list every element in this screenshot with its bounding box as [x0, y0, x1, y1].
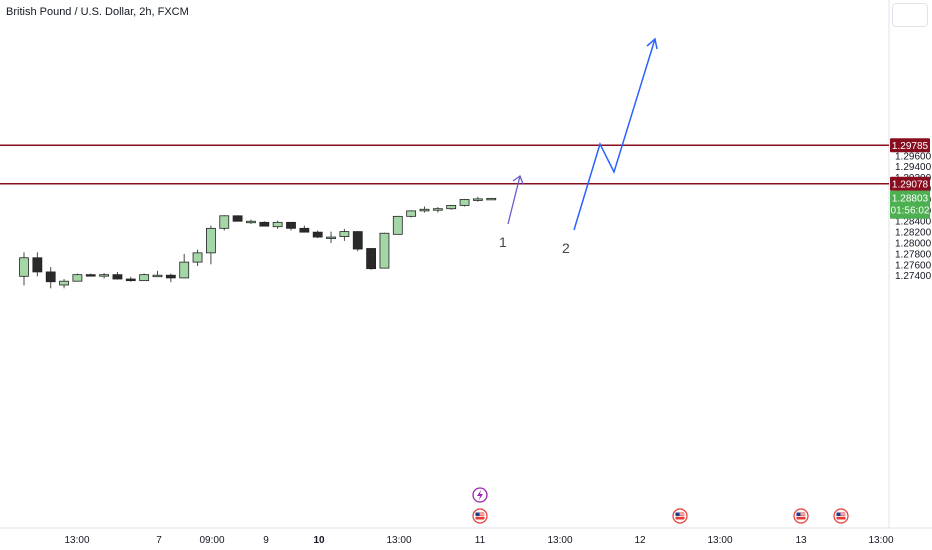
candle-body — [419, 208, 430, 212]
candle-body — [19, 257, 29, 277]
candle-body — [459, 199, 470, 206]
candle-body — [379, 232, 390, 269]
candle-body — [366, 248, 377, 270]
y-tick-label: 1.28400 — [895, 217, 932, 228]
candle-body — [446, 205, 457, 210]
chart-title: British Pound / U.S. Dollar, 2h, FXCM — [6, 6, 189, 18]
y-tick-label: 1.29600 — [895, 151, 932, 162]
candle-body — [32, 257, 43, 273]
x-tick-label: 13:00 — [547, 535, 572, 546]
level-label-bg — [890, 138, 930, 153]
candle-body — [286, 221, 296, 229]
y-tick-label: 1.27800 — [895, 249, 932, 260]
settings-button[interactable] — [892, 3, 928, 27]
x-tick-label: 13:00 — [707, 535, 732, 546]
candle-body — [472, 198, 483, 201]
y-tick-label: 1.28000 — [895, 239, 932, 250]
lightning-event-icon — [472, 487, 488, 503]
candle-body — [112, 274, 123, 280]
projection-path-2 — [573, 38, 656, 231]
candle-body — [299, 227, 310, 233]
countdown-label: 01:56:02 — [891, 206, 930, 217]
candle-body — [219, 215, 230, 229]
candle-body — [392, 215, 403, 235]
level-label: 1.29785 — [892, 141, 929, 152]
us-flag-event-icon — [793, 508, 809, 524]
x-tick-label: 13:00 — [868, 535, 893, 546]
candle-body — [165, 274, 176, 279]
projection-arrowhead-1 — [512, 174, 524, 185]
projection-path-1 — [507, 175, 521, 225]
candle-body — [45, 271, 56, 283]
candle-body — [339, 231, 350, 237]
candle-body — [99, 274, 109, 277]
y-tick-label: 1.28200 — [895, 228, 932, 239]
last-price-label: 1.28803 — [892, 194, 929, 205]
x-tick-label: 13 — [795, 535, 807, 546]
projection-arrowhead-2 — [646, 37, 658, 50]
y-tick-label: 1.27400 — [895, 271, 932, 282]
candle-body — [352, 231, 363, 250]
us-flag-event-icon — [672, 508, 688, 524]
x-tick-label: 10 — [313, 535, 325, 546]
candle-body — [326, 236, 336, 239]
annotation-label-1: 1 — [499, 234, 507, 250]
candle-body — [192, 252, 203, 263]
x-tick-label: 9 — [263, 535, 269, 546]
candle-body — [72, 274, 83, 282]
last-price-bg — [890, 190, 930, 219]
candle-body — [486, 197, 497, 201]
y-tick-label: 1.29400 — [895, 162, 932, 173]
us-flag-event-icon — [472, 508, 488, 524]
level-label: 1.29078 — [892, 180, 929, 191]
y-tick-label: 1.27600 — [895, 260, 932, 271]
candle-body — [179, 261, 190, 279]
x-tick-label: 12 — [634, 535, 646, 546]
candle-body — [272, 221, 283, 228]
x-tick-label: 13:00 — [386, 535, 411, 546]
x-tick-label: 09:00 — [199, 535, 224, 546]
candle-body — [85, 274, 96, 277]
candle-body — [312, 231, 323, 238]
candle-body — [432, 208, 443, 211]
x-tick-label: 11 — [475, 535, 486, 546]
candle-body — [232, 215, 243, 222]
level-label-bg — [890, 176, 930, 191]
candle-body — [139, 274, 150, 282]
candle-body — [406, 210, 417, 217]
candle-body — [259, 221, 270, 227]
candle-body — [125, 278, 136, 282]
us-flag-event-icon — [833, 508, 849, 524]
x-tick-label: 13:00 — [64, 535, 89, 546]
candle-body — [246, 220, 256, 224]
candle-body — [59, 280, 69, 286]
annotation-label-2: 2 — [562, 240, 570, 256]
x-tick-label: 7 — [156, 535, 162, 546]
candle-body — [205, 227, 216, 254]
candle-body — [152, 274, 163, 278]
